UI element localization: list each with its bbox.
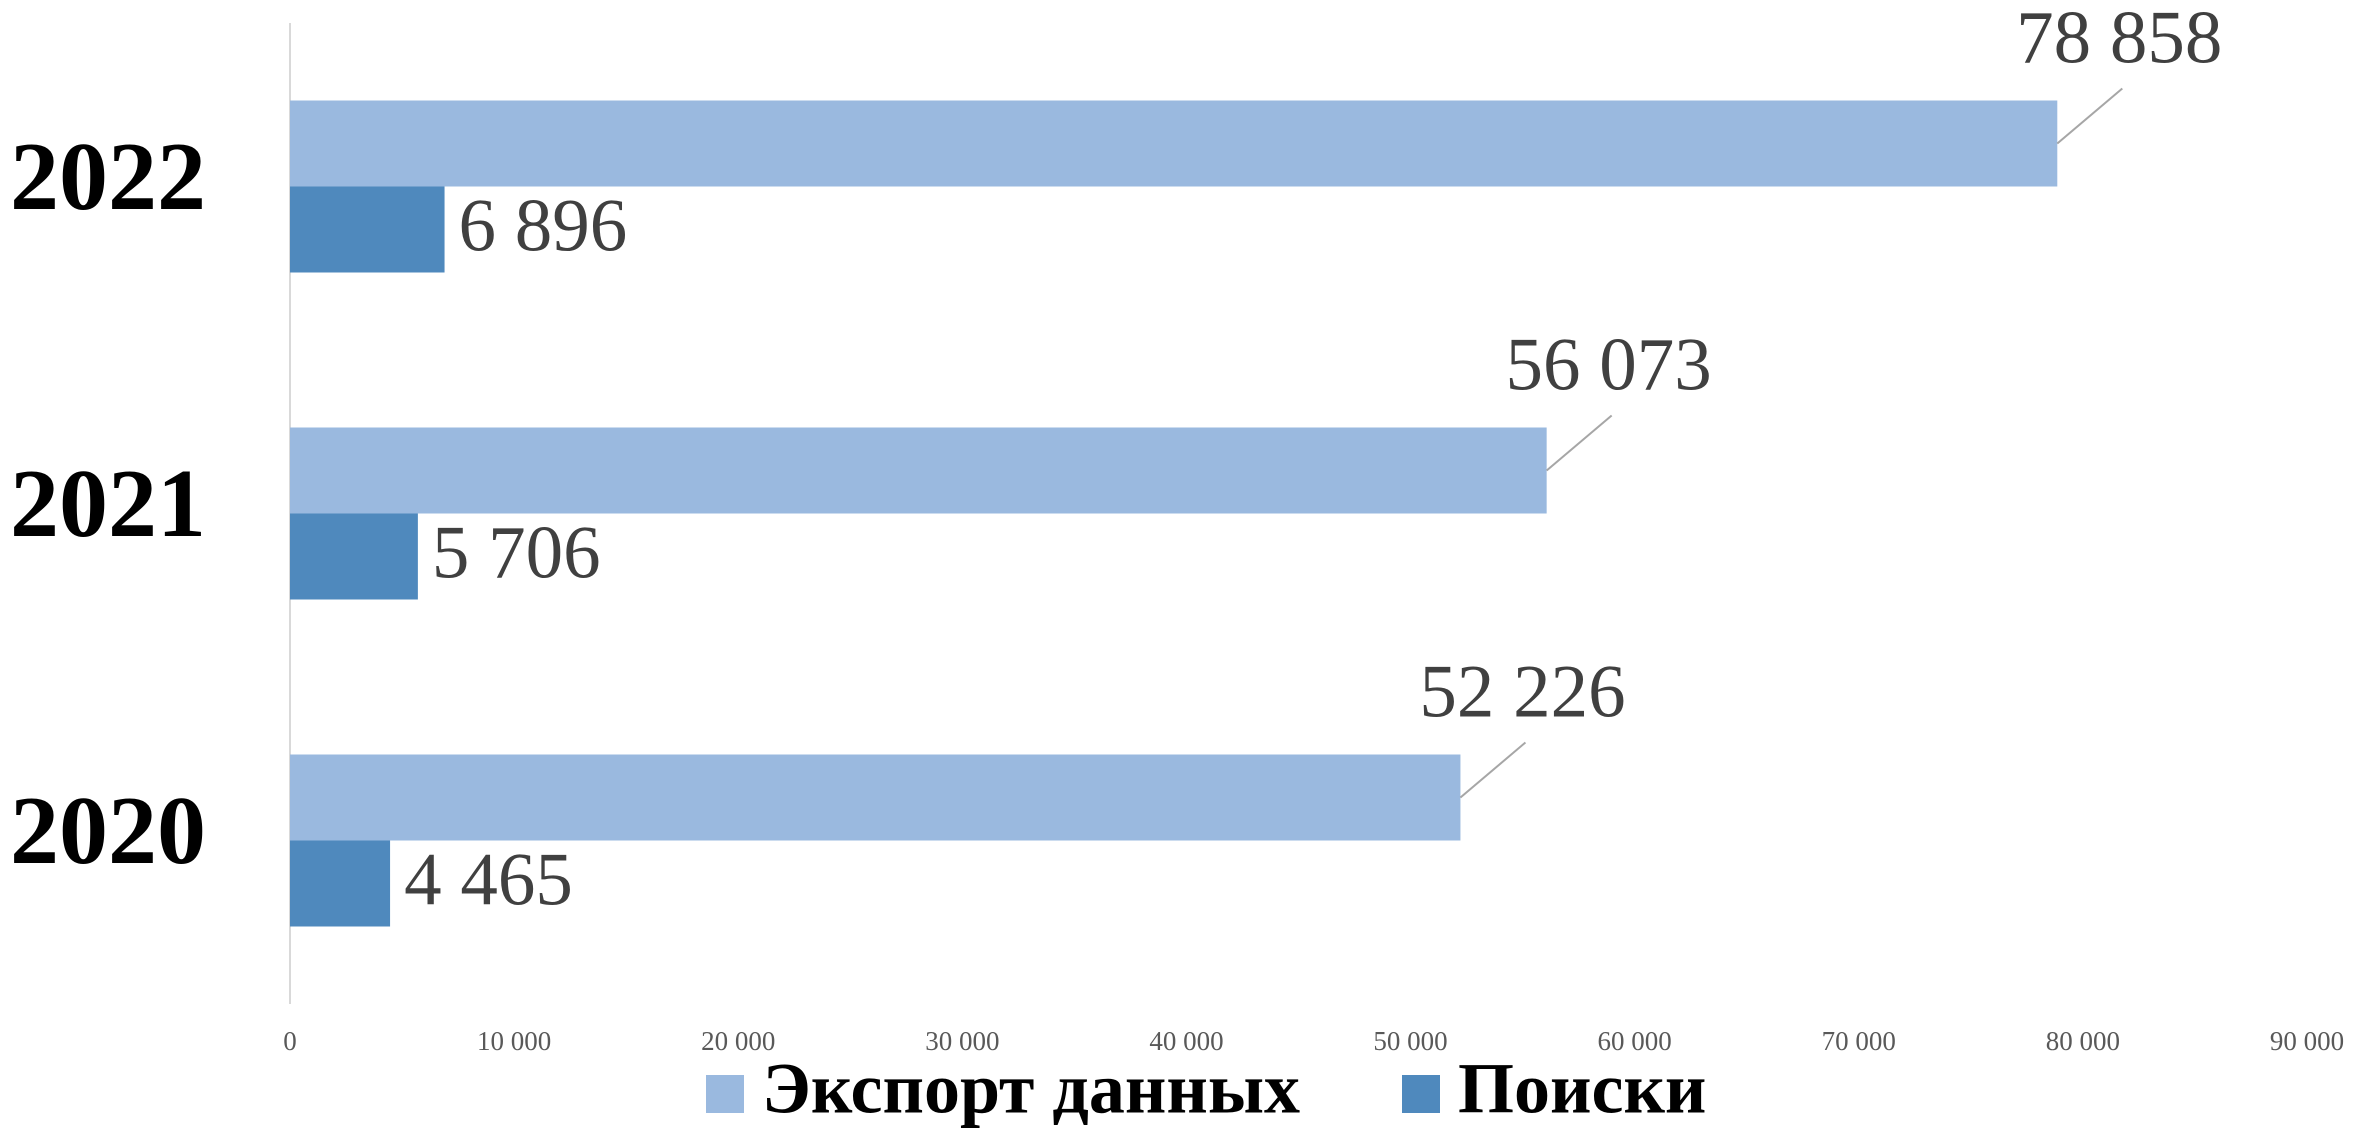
legend-swatch: [706, 1075, 744, 1113]
bar: [290, 754, 1461, 841]
data-label: 56 073: [1506, 324, 1712, 407]
x-tick-label: 0: [283, 1026, 297, 1056]
x-tick-label: 80 000: [2046, 1026, 2120, 1056]
leader-line: [1546, 414, 1613, 472]
category-label: 2021: [10, 450, 206, 558]
legend-label: Экспорт данных: [762, 1049, 1300, 1129]
bar: [290, 100, 2058, 187]
x-tick-label: 30 000: [925, 1026, 999, 1056]
bar: [290, 427, 1547, 514]
x-tick-label: 40 000: [1149, 1026, 1223, 1056]
data-label: 4 465: [404, 839, 573, 922]
data-label: 78 858: [2016, 0, 2222, 80]
category-label: 2022: [10, 123, 206, 231]
x-tick-label: 50 000: [1373, 1026, 1447, 1056]
x-tick-label: 90 000: [2270, 1026, 2344, 1056]
legend-swatch: [1402, 1075, 1440, 1113]
legend-label: Поиски: [1458, 1049, 1706, 1129]
category-label: 2020: [10, 777, 206, 885]
x-tick-label: 20 000: [701, 1026, 775, 1056]
data-label: 52 226: [1419, 651, 1625, 734]
x-tick-label: 10 000: [477, 1026, 551, 1056]
data-label: 5 706: [432, 512, 601, 595]
leader-line: [1459, 741, 1527, 799]
x-tick-label: 60 000: [1598, 1026, 1672, 1056]
bar: [290, 513, 418, 600]
leader-line: [2056, 87, 2123, 145]
x-tick-label: 70 000: [1822, 1026, 1896, 1056]
bar: [290, 840, 391, 927]
data-label: 6 896: [459, 185, 628, 268]
bar: [290, 186, 445, 273]
